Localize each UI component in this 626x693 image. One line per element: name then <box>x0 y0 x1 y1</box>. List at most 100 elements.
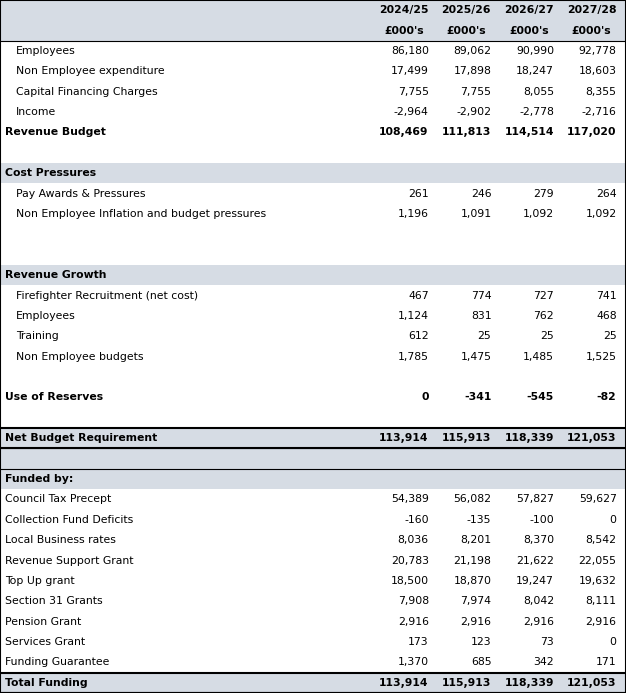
Bar <box>0 0 626 41</box>
Text: 8,201: 8,201 <box>460 535 491 545</box>
Text: Revenue Budget: Revenue Budget <box>5 128 106 137</box>
Text: 1,525: 1,525 <box>585 351 617 362</box>
Text: Top Up grant: Top Up grant <box>5 576 74 586</box>
Text: 685: 685 <box>471 658 491 667</box>
Text: 8,355: 8,355 <box>585 87 617 97</box>
Text: 774: 774 <box>471 290 491 301</box>
Text: 2,916: 2,916 <box>398 617 429 626</box>
Text: 25: 25 <box>478 331 491 342</box>
Text: Net Budget Requirement: Net Budget Requirement <box>5 433 157 444</box>
Text: 727: 727 <box>533 290 554 301</box>
Text: 73: 73 <box>540 637 554 647</box>
Text: £000's: £000's <box>509 26 549 35</box>
Text: Collection Fund Deficits: Collection Fund Deficits <box>5 515 133 525</box>
Text: 21,622: 21,622 <box>516 556 554 565</box>
Text: 2,916: 2,916 <box>585 617 617 626</box>
Bar <box>0 184 626 204</box>
Text: Use of Reserves: Use of Reserves <box>5 392 103 403</box>
Text: 18,500: 18,500 <box>391 576 429 586</box>
Text: 264: 264 <box>596 188 617 199</box>
Text: 173: 173 <box>408 637 429 647</box>
Bar <box>0 448 626 468</box>
Text: 261: 261 <box>408 188 429 199</box>
Text: 468: 468 <box>596 311 617 321</box>
Text: 54,389: 54,389 <box>391 494 429 505</box>
Text: Non Employee Inflation and budget pressures: Non Employee Inflation and budget pressu… <box>16 209 266 219</box>
Text: 2,916: 2,916 <box>523 617 554 626</box>
Text: 2026/27: 2026/27 <box>504 5 554 15</box>
Text: 117,020: 117,020 <box>567 128 617 137</box>
Text: 8,542: 8,542 <box>585 535 617 545</box>
Text: 1,785: 1,785 <box>398 351 429 362</box>
Bar <box>0 407 626 428</box>
Text: 612: 612 <box>408 331 429 342</box>
Text: 19,632: 19,632 <box>578 576 617 586</box>
Text: 1,196: 1,196 <box>398 209 429 219</box>
Text: Council Tax Precept: Council Tax Precept <box>5 494 111 505</box>
Text: 25: 25 <box>603 331 617 342</box>
Text: 7,755: 7,755 <box>460 87 491 97</box>
Text: 123: 123 <box>471 637 491 647</box>
Text: 246: 246 <box>471 188 491 199</box>
Bar <box>0 82 626 102</box>
Text: 92,778: 92,778 <box>578 46 617 56</box>
Text: 17,898: 17,898 <box>453 67 491 76</box>
Text: 8,370: 8,370 <box>523 535 554 545</box>
Bar <box>0 122 626 143</box>
Text: 171: 171 <box>596 658 617 667</box>
Text: -135: -135 <box>467 515 491 525</box>
Text: 20,783: 20,783 <box>391 556 429 565</box>
Text: 59,627: 59,627 <box>578 494 617 505</box>
Text: 17,499: 17,499 <box>391 67 429 76</box>
Bar <box>0 509 626 530</box>
Text: -2,778: -2,778 <box>519 107 554 117</box>
Text: 467: 467 <box>408 290 429 301</box>
Text: 8,036: 8,036 <box>398 535 429 545</box>
Text: 1,475: 1,475 <box>460 351 491 362</box>
Bar <box>0 41 626 61</box>
Text: Local Business rates: Local Business rates <box>5 535 116 545</box>
Text: 57,827: 57,827 <box>516 494 554 505</box>
Text: 2027/28: 2027/28 <box>567 5 617 15</box>
Text: Income: Income <box>16 107 56 117</box>
Bar <box>0 652 626 673</box>
Text: -2,902: -2,902 <box>456 107 491 117</box>
Bar <box>0 143 626 163</box>
Text: 21,198: 21,198 <box>453 556 491 565</box>
Bar <box>0 468 626 489</box>
Bar <box>0 632 626 652</box>
Text: Funding Guarantee: Funding Guarantee <box>5 658 110 667</box>
Text: Pension Grant: Pension Grant <box>5 617 81 626</box>
Text: 1,092: 1,092 <box>585 209 617 219</box>
Text: 18,603: 18,603 <box>578 67 617 76</box>
Bar <box>0 571 626 591</box>
Text: 111,813: 111,813 <box>442 128 491 137</box>
Bar <box>0 489 626 509</box>
Text: 114,514: 114,514 <box>505 128 554 137</box>
Text: 0: 0 <box>421 392 429 403</box>
Text: 56,082: 56,082 <box>453 494 491 505</box>
Text: 0: 0 <box>610 515 617 525</box>
Text: 1,092: 1,092 <box>523 209 554 219</box>
Text: 121,053: 121,053 <box>567 678 617 688</box>
Text: 7,908: 7,908 <box>398 596 429 606</box>
Bar <box>0 428 626 448</box>
Text: Funded by:: Funded by: <box>5 474 73 484</box>
Text: Total Funding: Total Funding <box>5 678 88 688</box>
Text: -2,964: -2,964 <box>394 107 429 117</box>
Text: 19,247: 19,247 <box>516 576 554 586</box>
Text: 89,062: 89,062 <box>453 46 491 56</box>
Text: 115,913: 115,913 <box>442 433 491 444</box>
Text: 113,914: 113,914 <box>379 433 429 444</box>
Text: 90,990: 90,990 <box>516 46 554 56</box>
Bar <box>0 163 626 184</box>
Bar <box>0 550 626 571</box>
Text: 1,091: 1,091 <box>460 209 491 219</box>
Bar <box>0 102 626 122</box>
Text: 1,124: 1,124 <box>398 311 429 321</box>
Bar <box>0 286 626 306</box>
Text: 118,339: 118,339 <box>505 433 554 444</box>
Text: 18,247: 18,247 <box>516 67 554 76</box>
Text: 18,870: 18,870 <box>453 576 491 586</box>
Bar <box>0 204 626 225</box>
